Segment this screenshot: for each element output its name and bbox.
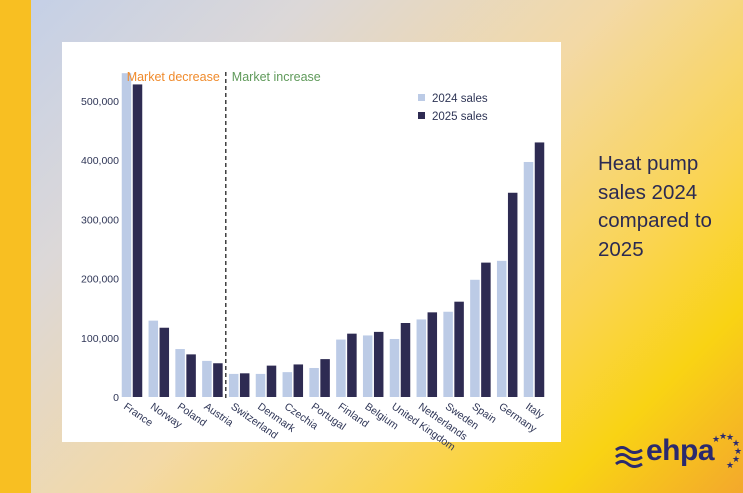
bar-2024-italy — [523, 161, 534, 397]
y-tick-label: 300,000 — [81, 214, 119, 226]
bar-2025-denmark — [266, 365, 277, 397]
bar-2024-portugal — [309, 367, 319, 397]
bar-2024-spain — [470, 279, 480, 397]
y-tick-label: 100,000 — [81, 333, 119, 345]
x-axis: FranceNorwayPolandAustriaSwitzerlandDenm… — [121, 401, 546, 454]
bar-2025-norway — [159, 327, 170, 397]
legend-swatch-2024 — [418, 94, 425, 101]
side-title: Heat pump sales 2024 compared to 2025 — [598, 152, 712, 261]
logo-text: ehpa — [646, 434, 715, 467]
svg-text:★: ★ — [726, 433, 734, 443]
bar-2025-finland — [347, 333, 357, 397]
bar-2025-germany — [507, 192, 518, 397]
bar-2024-sweden — [443, 311, 453, 397]
legend-swatch-2025 — [418, 112, 425, 119]
bar-2025-belgium — [373, 331, 384, 397]
svg-text:★: ★ — [732, 455, 740, 465]
bar-2025-italy — [534, 142, 545, 397]
bar-2024-poland — [175, 349, 185, 397]
ehpa-logo: ehpa ★ ★ ★ ★ ★ ★ ★ — [614, 432, 742, 476]
legend: 2024 sales 2025 sales — [418, 93, 488, 123]
svg-text:★: ★ — [712, 435, 720, 445]
bar-2025-sweden — [454, 301, 464, 397]
eu-stars-icon: ★★★ ★★★ ★ — [712, 432, 742, 471]
bar-2024-france — [121, 73, 132, 398]
bar-2024-denmark — [255, 373, 266, 397]
x-tick-label: Austria — [202, 401, 236, 430]
bar-2024-switzerland — [228, 373, 239, 397]
bar-2024-austria — [202, 360, 212, 397]
bar-2025-switzerland — [239, 373, 250, 397]
bar-2025-france — [132, 84, 143, 397]
bar-2024-netherlands — [416, 319, 427, 397]
bar-2024-czechia — [282, 372, 293, 397]
bar-2024-united-kingdom — [389, 338, 400, 397]
y-tick-label: 400,000 — [81, 155, 119, 167]
y-axis: 0 100,000 200,000 300,000 400,000 500,000 — [81, 96, 119, 404]
bar-2025-austria — [213, 363, 223, 397]
bar-2025-spain — [481, 262, 491, 397]
y-tick-label: 0 — [113, 392, 119, 404]
left-accent-stripe — [0, 0, 31, 493]
bar-2024-norway — [148, 320, 159, 397]
bar-2024-belgium — [362, 335, 373, 397]
market-decrease-label: Market decrease — [127, 70, 220, 84]
svg-text:★: ★ — [732, 439, 740, 449]
svg-text:★: ★ — [719, 432, 727, 442]
bar-2025-poland — [186, 354, 196, 397]
bar-2025-united-kingdom — [400, 323, 411, 397]
svg-text:★: ★ — [734, 447, 742, 457]
bar-2025-czechia — [293, 364, 304, 397]
y-tick-label: 200,000 — [81, 274, 119, 286]
bars — [121, 73, 545, 398]
bar-2024-germany — [496, 260, 507, 397]
bar-2024-finland — [336, 339, 346, 397]
market-increase-label: Market increase — [232, 70, 321, 84]
svg-text:★: ★ — [726, 461, 734, 471]
bar-2025-portugal — [320, 359, 330, 397]
x-tick-label: France — [121, 401, 155, 430]
y-tick-label: 500,000 — [81, 96, 119, 108]
wave-lines-icon — [615, 446, 643, 468]
bar-2025-netherlands — [427, 312, 438, 397]
legend-label-2024: 2024 sales — [432, 93, 488, 105]
legend-label-2025: 2025 sales — [432, 111, 488, 123]
